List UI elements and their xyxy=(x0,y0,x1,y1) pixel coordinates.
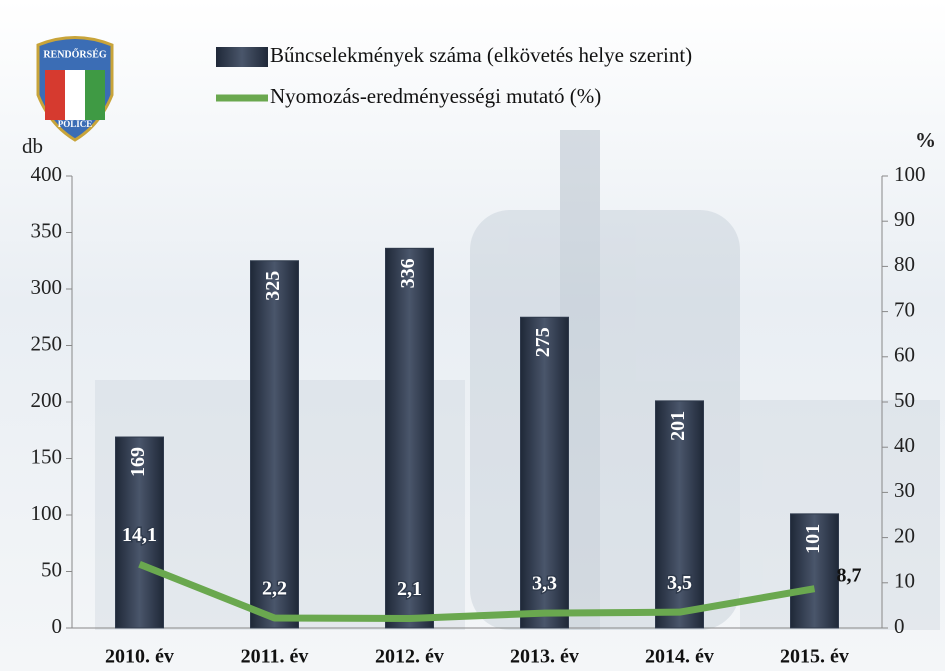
line xyxy=(138,561,816,623)
bar xyxy=(655,400,704,629)
bar-value-label: 169 xyxy=(127,447,149,477)
bar-value-label: 101 xyxy=(802,524,824,554)
y2-tick-label: 70 xyxy=(894,297,915,321)
y-tick-label: 100 xyxy=(31,501,63,525)
y2-tick-label: 90 xyxy=(894,207,915,231)
y2-axis-label: % xyxy=(915,128,936,152)
bar xyxy=(115,436,164,629)
line-value-label: 3,3 xyxy=(532,573,557,595)
logo-bottom: POLICE xyxy=(58,119,93,129)
bar-value-label: 201 xyxy=(667,411,689,441)
bar xyxy=(790,513,839,629)
bar xyxy=(520,316,569,629)
x-tick-label: 2011. év xyxy=(241,646,309,668)
y-tick-label: 400 xyxy=(31,162,63,186)
y2-tick-label: 10 xyxy=(894,569,915,593)
line-value-label: 8,7 xyxy=(837,564,862,586)
logo: RENDŐRSÉG POLICE xyxy=(36,36,114,142)
legend-label: Bűncselekmények száma (elkövetés helye s… xyxy=(270,43,692,67)
line-value-label: 2,1 xyxy=(397,578,422,600)
y-tick-label: 0 xyxy=(52,614,63,638)
y-tick-label: 50 xyxy=(41,557,62,581)
x-tick-label: 2010. év xyxy=(105,646,174,668)
y2-tick-label: 100 xyxy=(894,162,926,186)
line-value-label: 14,1 xyxy=(122,524,157,546)
bar-value-label: 336 xyxy=(397,258,419,288)
x-tick-label: 2014. év xyxy=(645,646,714,668)
legend-swatch xyxy=(216,47,268,67)
y-tick-label: 150 xyxy=(31,444,63,468)
y2-tick-label: 20 xyxy=(894,523,915,547)
x-tick-label: 2012. év xyxy=(375,646,444,668)
y2-tick-label: 80 xyxy=(894,252,915,276)
legend-label: Nyomozás-eredményességi mutató (%) xyxy=(270,84,601,108)
y-axis-label: db xyxy=(22,134,43,158)
line-value-label: 3,5 xyxy=(667,572,692,594)
x-tick-label: 2015. év xyxy=(780,646,849,668)
bar-value-label: 275 xyxy=(532,327,554,357)
y2-tick-label: 60 xyxy=(894,343,915,367)
y-tick-label: 300 xyxy=(31,275,63,299)
y-tick-label: 350 xyxy=(31,218,63,242)
y2-tick-label: 50 xyxy=(894,388,915,412)
bar xyxy=(385,247,434,629)
bar-value-label: 325 xyxy=(262,271,284,301)
y2-tick-label: 0 xyxy=(894,614,905,638)
y2-tick-label: 40 xyxy=(894,433,915,457)
y-tick-label: 200 xyxy=(31,388,63,412)
bar xyxy=(250,260,299,629)
logo-top: RENDŐRSÉG xyxy=(43,48,107,60)
y2-tick-label: 30 xyxy=(894,478,915,502)
line-value-label: 2,2 xyxy=(262,578,287,600)
y-tick-label: 250 xyxy=(31,331,63,355)
x-tick-label: 2013. év xyxy=(510,646,579,668)
